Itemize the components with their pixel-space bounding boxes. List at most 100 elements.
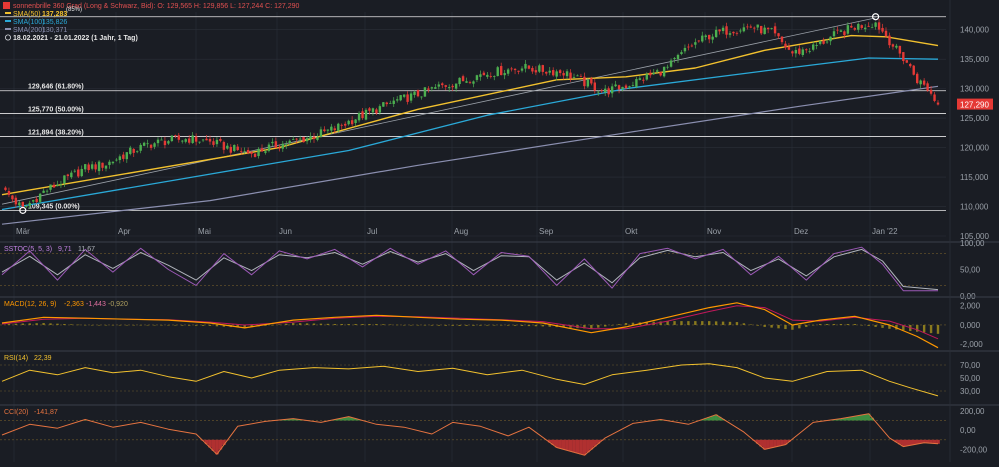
macd-histogram-bar <box>119 325 121 326</box>
candle-body <box>611 86 613 93</box>
macd-histogram-bar <box>479 325 481 326</box>
candle-body <box>302 137 304 142</box>
candle-body <box>240 151 242 152</box>
candle-body <box>507 69 509 73</box>
candle-body <box>625 85 627 88</box>
candle-body <box>899 46 901 54</box>
macd-histogram-bar <box>833 324 835 325</box>
x-axis-month-label: Okt <box>625 227 638 236</box>
x-axis-month-label: Apr <box>118 227 131 236</box>
candle-body <box>531 68 533 72</box>
candle-body <box>427 88 429 89</box>
candle-body <box>393 101 395 104</box>
macd-histogram-bar <box>146 325 148 326</box>
macd-histogram-bar <box>445 325 447 326</box>
candle-body <box>885 31 887 37</box>
candle-body <box>594 82 596 90</box>
candle-body <box>195 136 197 141</box>
candle-body <box>4 188 6 190</box>
candle-body <box>351 120 353 124</box>
candle-body <box>164 141 166 145</box>
macd-histogram-bar <box>22 324 24 325</box>
candle-body <box>583 77 585 86</box>
macd-histogram-bar <box>493 325 495 326</box>
candle-body <box>410 93 412 100</box>
candle-body <box>923 81 925 85</box>
macd-histogram-bar <box>687 321 689 325</box>
sma50-label: SMA(50) <box>13 11 41 18</box>
cci-oversold-fill <box>908 440 912 445</box>
candle-body <box>760 26 762 33</box>
candle-body <box>35 199 37 202</box>
candle-body <box>42 191 44 193</box>
candle-body <box>341 125 343 126</box>
candle-body <box>705 35 707 37</box>
candle-body <box>729 33 731 35</box>
indicator-axis-tick-label: 100,00 <box>960 239 985 248</box>
candle-body <box>146 143 148 144</box>
candle-body <box>711 37 713 40</box>
indicator-axis-tick-label: 70,00 <box>960 361 981 370</box>
fib-level-label: 129,646 (61.80%) <box>28 84 84 91</box>
macd-histogram-bar <box>327 324 329 325</box>
candle-body <box>230 147 232 153</box>
candle-body <box>126 152 128 159</box>
macd-histogram-bar <box>389 324 391 325</box>
candle-body <box>663 67 665 76</box>
candle-body <box>354 119 356 123</box>
macd-histogram-bar <box>798 325 800 328</box>
macd-value-3: -0,920 <box>108 301 128 308</box>
candle-body <box>587 80 589 87</box>
candle-body <box>798 48 800 53</box>
candle-body <box>562 73 564 75</box>
candle-body <box>937 103 939 105</box>
stoch-value-2: 11,67 <box>78 246 95 253</box>
candle-body <box>275 141 277 148</box>
candle-body <box>455 84 457 89</box>
stoch-value-1: 9,71 <box>58 246 72 253</box>
candle-body <box>753 28 755 29</box>
candle-body <box>708 35 710 39</box>
x-axis-month-label: Dez <box>794 227 808 236</box>
macd-histogram-bar <box>854 324 856 325</box>
macd-histogram-bar <box>195 325 197 326</box>
candle-body <box>198 142 200 143</box>
candle-body <box>223 142 225 150</box>
candle-body <box>791 51 793 53</box>
candle-body <box>545 72 547 74</box>
macd-histogram-bar <box>937 325 939 334</box>
macd-histogram-bar <box>396 325 398 326</box>
macd-histogram-bar <box>361 324 363 325</box>
macd-histogram-bar <box>70 324 72 325</box>
candle-body <box>604 89 606 93</box>
candle-body <box>646 74 648 79</box>
candle-body <box>98 162 100 171</box>
period-label: 18.02.2021 - 21.01.2022 (1 Jahr, 1 Tag) <box>13 35 138 42</box>
candle-body <box>309 136 311 139</box>
candle-body <box>112 162 114 163</box>
sma200-value: 130,371 <box>42 27 67 34</box>
candle-body <box>590 78 592 83</box>
candle-body <box>909 64 911 66</box>
candle-body <box>413 92 415 95</box>
macd-histogram-bar <box>209 325 211 326</box>
candle-body <box>212 141 214 145</box>
x-axis-month-label: Mai <box>198 227 211 236</box>
candle-body <box>847 25 849 34</box>
candle-body <box>295 139 297 140</box>
candle-body <box>805 49 807 50</box>
macd-histogram-bar <box>930 325 932 333</box>
cci-label: CCI(20) <box>4 409 29 416</box>
candle-body <box>673 58 675 59</box>
candle-body <box>542 65 544 72</box>
candle-body <box>528 66 530 69</box>
macd-histogram-bar <box>867 325 869 326</box>
macd-histogram-bar <box>604 325 606 327</box>
candle-body <box>500 66 502 75</box>
macd-histogram-bar <box>722 322 724 325</box>
macd-histogram-bar <box>334 324 336 325</box>
cci-oversold-fill <box>576 440 580 454</box>
candle-body <box>497 67 499 76</box>
candle-body <box>677 55 679 59</box>
sma100-value: 135,826 <box>42 19 67 26</box>
